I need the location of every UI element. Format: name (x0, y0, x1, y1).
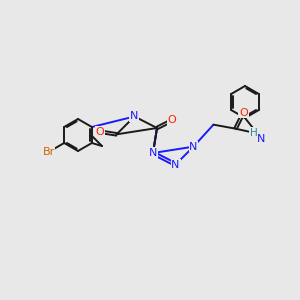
Text: N: N (149, 148, 157, 158)
Text: Br: Br (42, 147, 55, 157)
Text: N: N (257, 134, 266, 144)
Text: N: N (130, 112, 139, 122)
Text: N: N (189, 142, 198, 152)
Text: N: N (171, 160, 180, 170)
Text: O: O (239, 108, 248, 118)
Text: H: H (250, 128, 257, 138)
Text: O: O (95, 127, 104, 137)
Text: O: O (168, 115, 176, 125)
